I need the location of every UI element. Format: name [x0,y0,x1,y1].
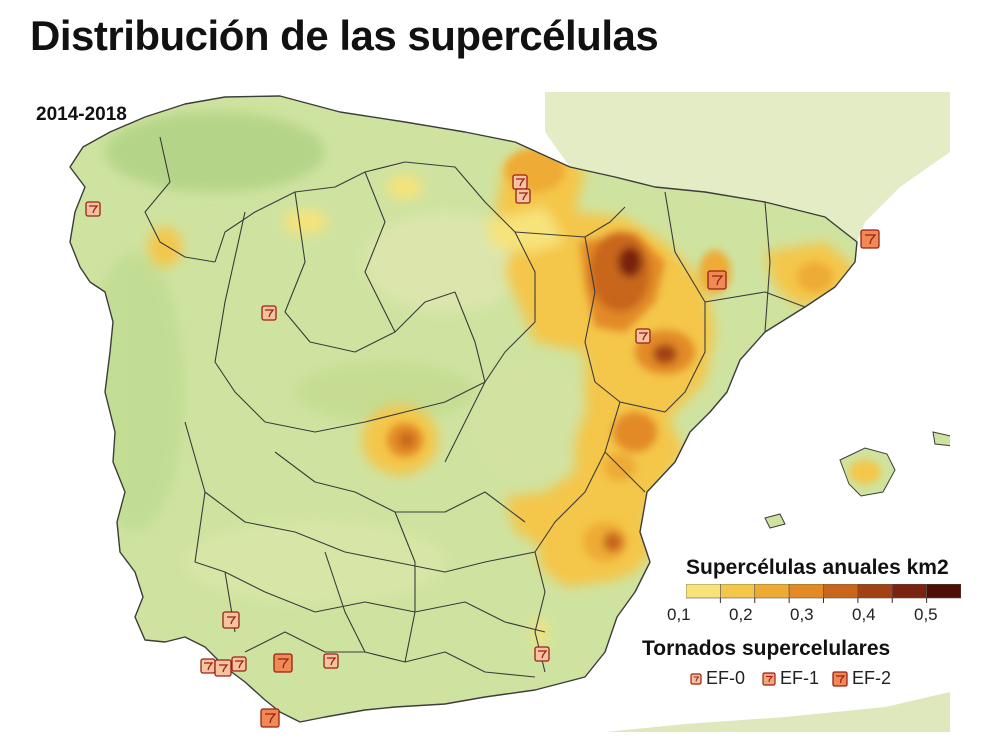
legend-item-ef2: EF-2 [832,668,891,689]
tornado-marker [635,328,651,344]
north-africa-area [605,692,950,732]
legend-item-label: EF-1 [780,668,820,688]
legend-item-label: EF-2 [852,668,892,688]
legend-item-ef0: EF-0 [690,668,745,689]
spain-map [69,92,950,732]
tornado-marker [515,188,531,204]
scale-swatch [857,584,893,599]
tornado-marker [85,201,101,217]
tornado-markers [85,174,880,728]
scale-swatch [686,584,721,599]
scale-swatch [891,584,927,599]
region-borders [69,95,858,723]
tornado-marker [200,658,216,674]
period-label: 2014-2018 [36,104,127,125]
legend-item-label: EF-0 [706,668,746,688]
tornado-icon-medium [762,671,776,686]
tornado-marker [323,653,339,669]
tornado-icon-small [690,672,702,685]
scale-tick-label: 0,2 [729,605,753,624]
balearic-islands [764,431,950,529]
scale-tick-label: 0,4 [852,605,876,624]
tornado-marker [260,708,280,728]
france-area [545,92,950,242]
scale-tick-label: 0,1 [667,605,691,624]
scale-tick-label: 0,5 [914,605,938,624]
density-legend-title: Supercélulas anuales km2 [686,556,949,579]
tornado-marker [707,270,727,290]
scale-tick-label: 0,3 [790,605,814,624]
tornado-marker [534,646,550,662]
scale-swatch [788,584,824,599]
tornado-marker [214,659,232,677]
tornado-marker [261,305,277,321]
tornado-marker [231,656,247,672]
legend-item-ef1: EF-1 [762,668,819,689]
scale-swatch [823,584,859,599]
scale-swatch [720,584,756,599]
density-color-scale [686,584,961,603]
tornado-marker [273,653,293,673]
tornado-marker [222,611,240,629]
tornado-marker [512,174,528,190]
tornado-marker [860,229,880,249]
scale-swatch [926,584,961,599]
scale-swatch [754,584,790,599]
tornado-legend-title: Tornados supercelulares [642,637,891,660]
supercell-density [148,147,855,646]
tornado-icon-large [832,670,848,687]
map-title: Distribución de las supercélulas [30,12,659,59]
